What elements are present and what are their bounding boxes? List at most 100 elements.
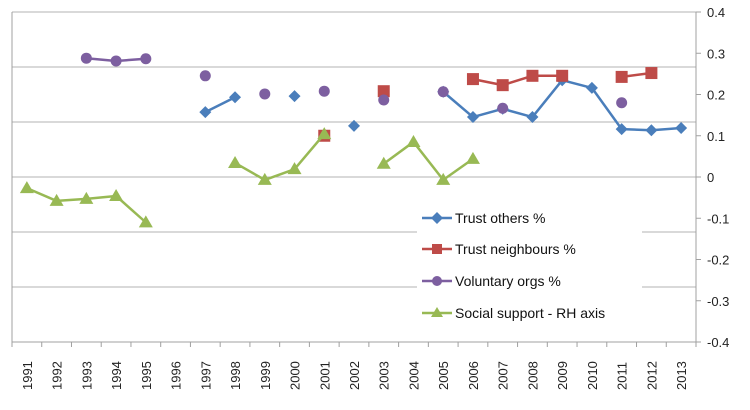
series-social-support-rh-axis — [19, 127, 480, 228]
x-tick-label: 1993 — [79, 361, 94, 390]
data-point — [406, 134, 421, 147]
x-tick-label: 2005 — [436, 361, 451, 390]
series-line-segment — [293, 133, 326, 170]
data-point — [615, 123, 628, 136]
x-tick-label: 1995 — [139, 361, 154, 390]
y-tick-label: -0.4 — [707, 335, 729, 350]
y-tick-label: 0.4 — [707, 5, 725, 20]
data-point — [377, 85, 390, 98]
right-axis-labels: 0.4 0.3 0.2 0.1 0 -0.1 -0.2 -0.3 -0.4 — [707, 5, 729, 350]
x-tick-label: 1998 — [228, 361, 243, 390]
x-axis-labels: 1991 1992 1993 1994 1995 1996 1997 1998 1999 2000… — [20, 361, 689, 390]
y-tick-label: -0.3 — [707, 294, 729, 309]
series-line-segment — [56, 197, 87, 203]
x-tick-label: 2001 — [317, 361, 332, 390]
x-tick-label: 1996 — [169, 361, 184, 390]
y-tick-label: -0.1 — [707, 211, 729, 226]
x-tick-label: 2012 — [644, 361, 659, 390]
data-point — [288, 90, 301, 103]
diamond-marker-icon — [431, 212, 443, 224]
y-tick-label: -0.2 — [707, 253, 729, 268]
legend-item-trust-others: Trust others % — [422, 210, 546, 226]
y-tick-label: 0 — [707, 170, 714, 185]
legend-item-voluntary-orgs: Voluntary orgs % — [422, 273, 561, 289]
data-point — [110, 55, 122, 67]
data-point — [140, 53, 152, 65]
data-point — [80, 52, 92, 64]
legend-label: Trust others % — [455, 210, 546, 226]
data-point — [376, 156, 391, 169]
data-point — [49, 193, 64, 206]
data-point — [287, 162, 302, 175]
x-tick-label: 2002 — [347, 361, 362, 390]
square-marker-icon — [432, 244, 442, 254]
data-point — [497, 102, 509, 114]
data-point — [318, 85, 330, 97]
data-point — [79, 191, 94, 204]
data-point — [496, 79, 509, 92]
data-point — [526, 111, 539, 124]
data-point — [378, 94, 390, 106]
legend-label: Voluntary orgs % — [455, 273, 561, 289]
data-point — [466, 73, 479, 86]
legend-item-social-support: Social support - RH axis — [422, 305, 605, 321]
data-point — [437, 86, 449, 98]
data-point — [466, 111, 479, 124]
data-point — [556, 69, 569, 82]
data-point — [199, 106, 212, 119]
x-tick-label: 2010 — [585, 361, 600, 390]
x-tick-label: 2006 — [466, 361, 481, 390]
series-line-segment — [531, 79, 564, 118]
data-point — [229, 91, 242, 104]
data-point — [585, 81, 598, 94]
x-tick-label: 2008 — [525, 361, 540, 390]
x-tick-label: 1997 — [198, 361, 213, 390]
series-voluntary-orgs — [80, 52, 628, 114]
data-point — [259, 88, 271, 100]
series-line-segment — [412, 141, 445, 181]
data-point — [675, 122, 688, 135]
series-line-segment — [86, 194, 117, 201]
series-layer — [19, 52, 688, 228]
legend: Trust others % Trust neighbours % Volunt… — [417, 200, 642, 325]
data-point — [228, 155, 243, 168]
data-point — [317, 127, 332, 140]
series-line-segment — [590, 87, 623, 130]
axes — [11, 11, 701, 347]
x-tick-label: 2011 — [615, 362, 630, 390]
data-point — [645, 124, 658, 137]
legend-box — [417, 200, 642, 325]
legend-label: Social support - RH axis — [455, 305, 605, 321]
x-tick-label: 2007 — [496, 361, 511, 390]
triangle-marker-icon — [431, 307, 443, 317]
data-point — [109, 188, 124, 201]
data-point — [348, 119, 360, 132]
x-tick-label: 1999 — [258, 361, 273, 390]
data-point — [465, 151, 480, 164]
data-point — [436, 172, 451, 185]
x-tick-label: 2004 — [406, 361, 421, 390]
series-line-segment — [442, 90, 474, 119]
series-line-segment — [204, 96, 236, 114]
data-point — [257, 172, 272, 185]
y-tick-label: 0.2 — [707, 88, 725, 103]
x-tick-label: 1994 — [109, 361, 124, 390]
data-point — [526, 69, 539, 82]
data-point — [19, 181, 34, 194]
x-tick-label: 2013 — [674, 361, 689, 390]
x-tick-label: 2000 — [288, 361, 303, 390]
legend-label: Trust neighbours % — [455, 241, 576, 257]
x-tick-label: 1992 — [50, 361, 65, 390]
data-point — [199, 70, 211, 82]
x-tick-label: 2003 — [377, 361, 392, 390]
data-point — [138, 215, 153, 228]
data-point — [645, 67, 658, 80]
series-trust-others — [199, 74, 688, 137]
x-tick-label: 2009 — [555, 361, 570, 390]
y-tick-label: 0.3 — [707, 46, 725, 61]
data-point — [615, 70, 628, 83]
x-tick-label: 1991 — [20, 361, 35, 390]
data-point — [616, 97, 628, 109]
series-trust-neighbours — [318, 67, 658, 142]
